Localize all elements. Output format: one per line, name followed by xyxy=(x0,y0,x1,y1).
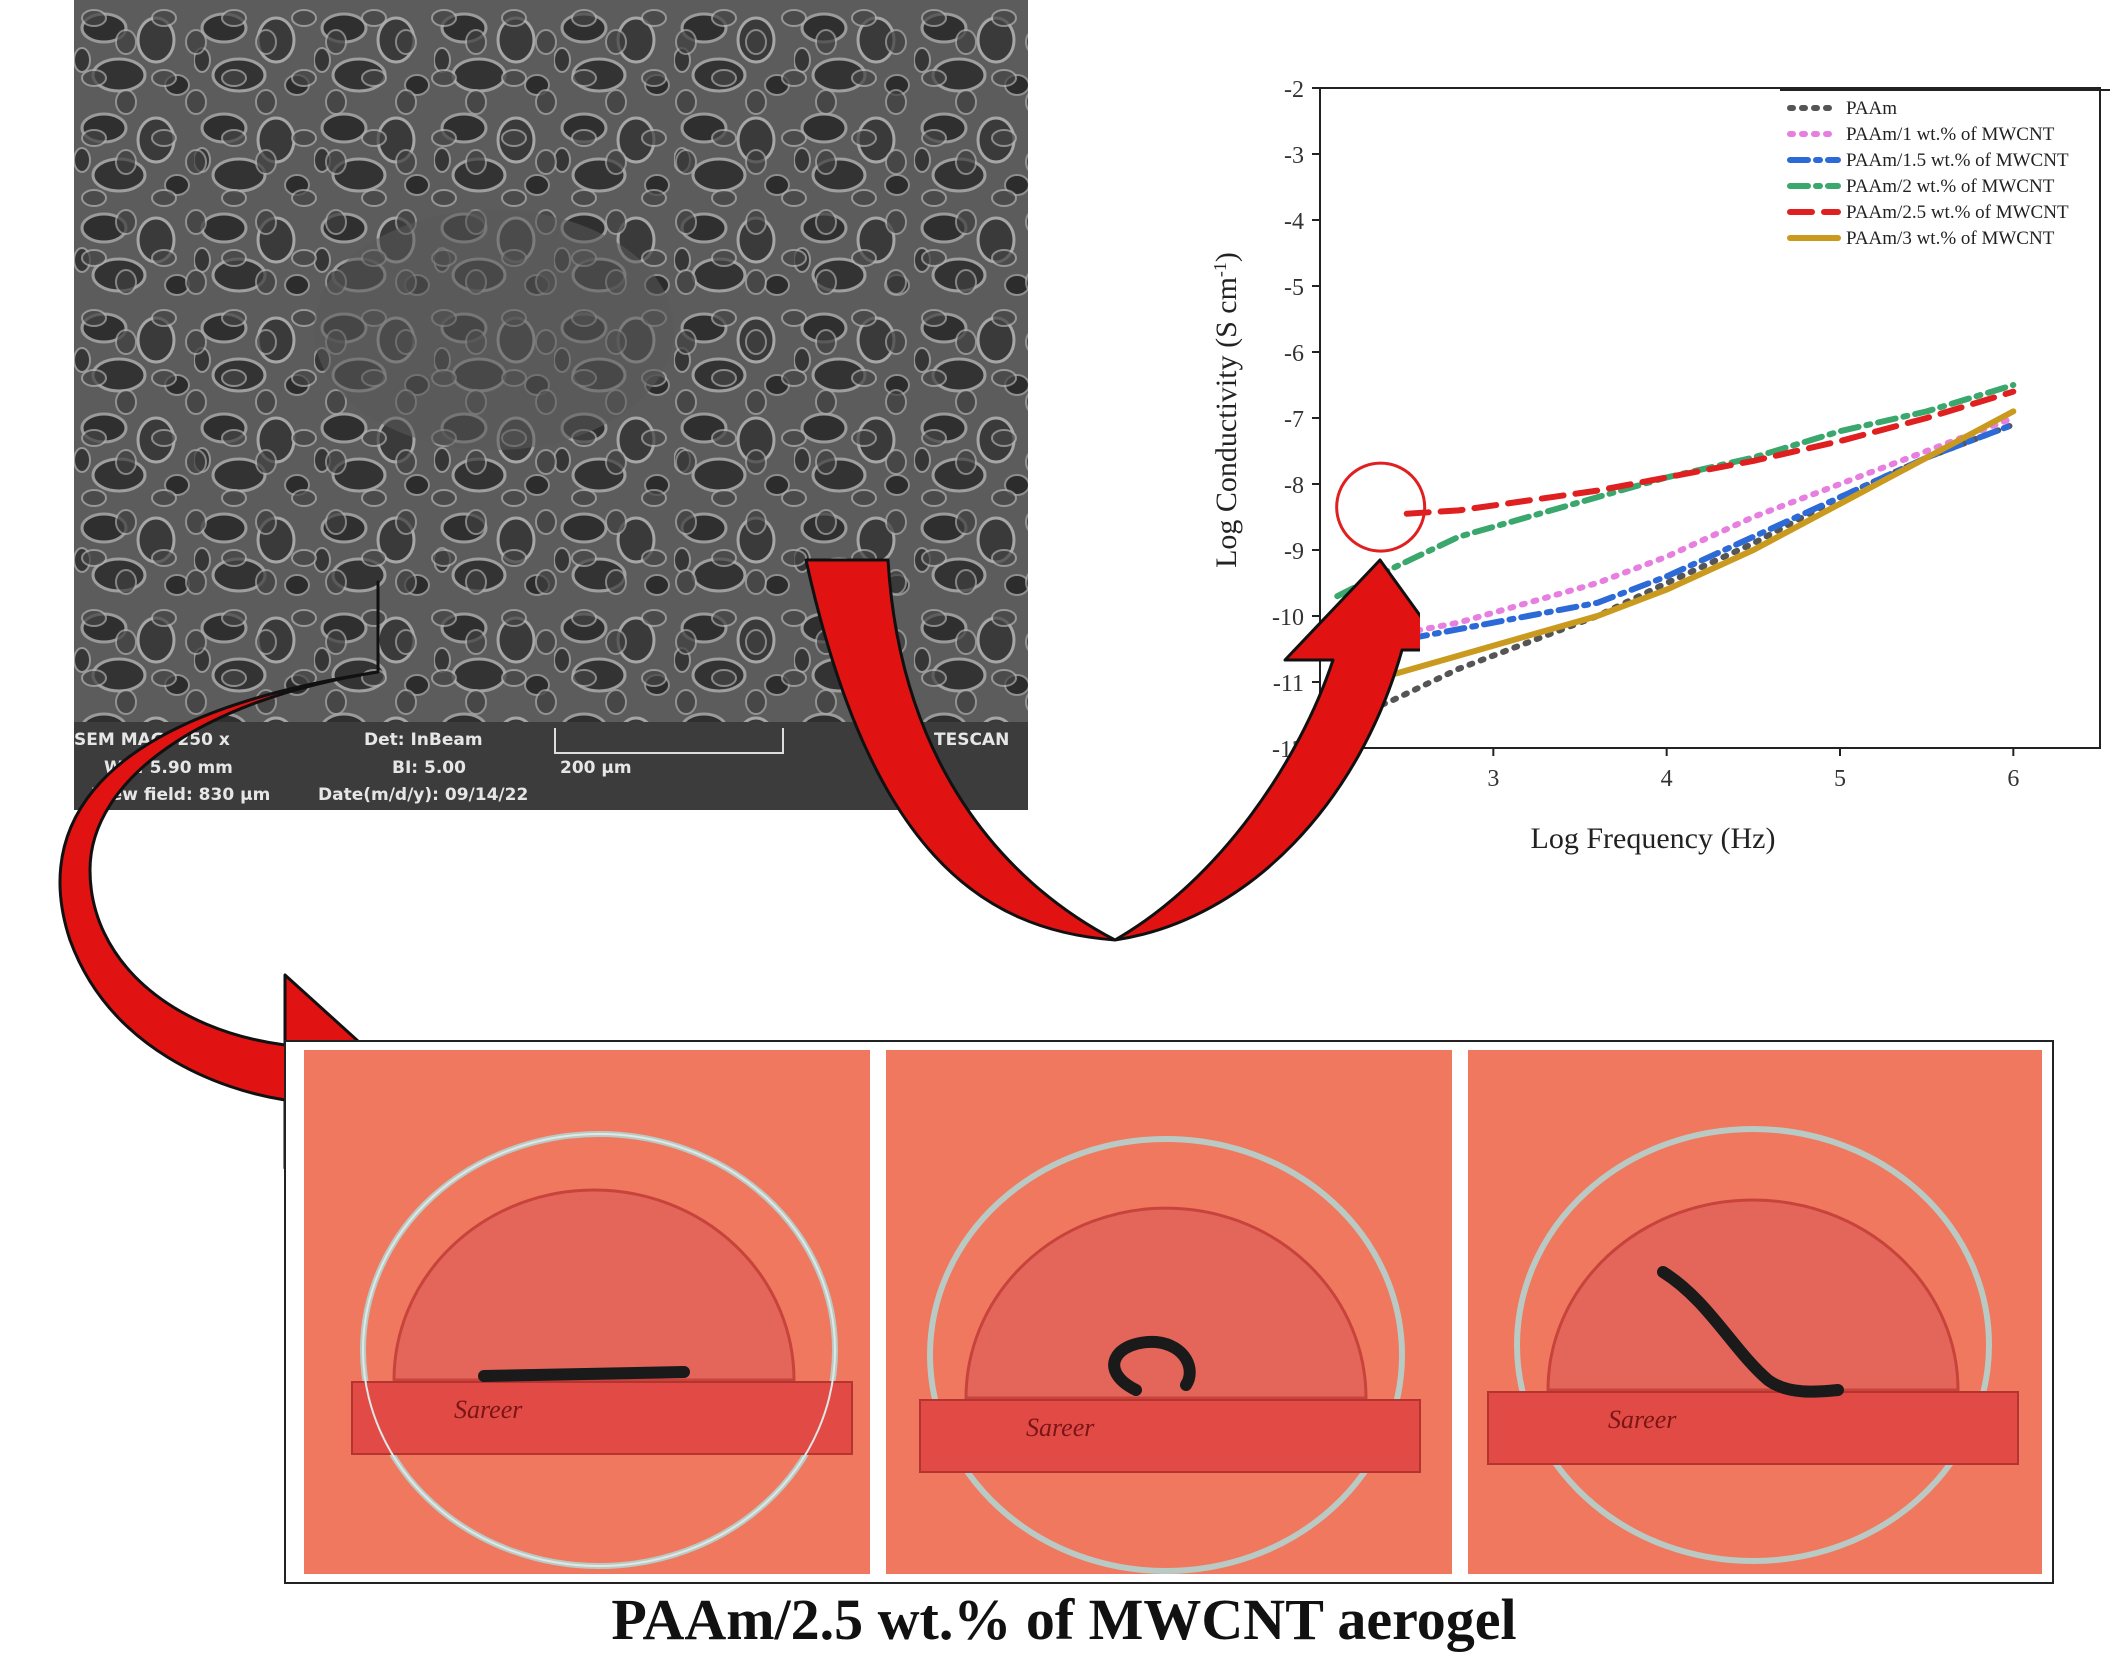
sem-micrograph: SEM MAG: 250 x Det: InBeam WD: 5.90 mm B… xyxy=(74,0,1028,810)
sem-det: Det: InBeam xyxy=(364,730,483,750)
photo-curled-sample: Sareer xyxy=(886,1050,1452,1574)
y-tick-label-4: -6 xyxy=(1284,341,1304,367)
x-tick-label-1: 4 xyxy=(1661,766,1673,792)
y-tick-label-7: -9 xyxy=(1284,539,1304,565)
x-tick-label-3: 6 xyxy=(2007,766,2019,792)
y-axis-label: Log Conductivity (S cm-1) xyxy=(1210,252,1243,568)
y-tick-label-8: -10 xyxy=(1272,605,1304,631)
legend-label-0: PAAm xyxy=(1846,98,1897,119)
legend-label-4: PAAm/2.5 wt.% of MWCNT xyxy=(1846,202,2069,223)
sem-date: Date(m/d/y): 09/14/22 xyxy=(318,785,529,805)
x-tick-label-0: 3 xyxy=(1487,766,1499,792)
sem-scale-label: 200 μm xyxy=(560,758,632,778)
series-line-4 xyxy=(1403,388,2017,517)
y-tick-label-6: -8 xyxy=(1284,473,1304,499)
series-line-1 xyxy=(1334,415,2017,659)
y-tick-label-5: -7 xyxy=(1284,407,1304,433)
photo-bent-sample: Sareer xyxy=(1468,1050,2042,1574)
legend-label-2: PAAm/1.5 wt.% of MWCNT xyxy=(1846,150,2069,171)
conductivity-chart: -2-3-4-5-6-7-8-9-10-11-123 4 5 6PAAmPAAm/1 … xyxy=(1210,80,2110,855)
series-line-5 xyxy=(1334,408,2017,699)
legend-label-1: PAAm/1 wt.% of MWCNT xyxy=(1846,124,2055,145)
y-tick-label-9: -11 xyxy=(1273,671,1304,697)
ruler-brand-1: Sareer xyxy=(454,1395,523,1424)
ruler-brand-3: Sareer xyxy=(1608,1405,1677,1434)
y-tick-label-0: -2 xyxy=(1284,80,1304,103)
legend-label-3: PAAm/2 wt.% of MWCNT xyxy=(1846,176,2055,197)
figure-caption: PAAm/2.5 wt.% of MWCNT aerogel xyxy=(611,1587,1517,1652)
sem-bi: BI: 5.00 xyxy=(392,758,466,778)
sem-view-field: View field: 830 μm xyxy=(92,785,271,805)
highlight-circle xyxy=(1335,461,1427,553)
legend-label-5: PAAm/3 wt.% of MWCNT xyxy=(1846,228,2055,249)
sem-scale-bar xyxy=(554,728,784,754)
photo-straight-sample: Sareer xyxy=(304,1050,870,1574)
y-tick-label-1: -3 xyxy=(1284,143,1304,169)
y-tick-label-3: -5 xyxy=(1284,275,1304,301)
series-line-3 xyxy=(1334,382,2017,600)
y-tick-label-2: -4 xyxy=(1284,209,1304,235)
x-tick-label-2: 5 xyxy=(1834,766,1846,792)
ruler-brand-2: Sareer xyxy=(1026,1413,1095,1442)
sem-brand: TESCAN xyxy=(934,730,1010,750)
sample-photos: Sareer Sareer Sareer xyxy=(284,1040,2054,1584)
right-curved-arrow xyxy=(804,558,1420,942)
x-axis-label: Log Frequency (Hz) xyxy=(1531,822,1776,855)
